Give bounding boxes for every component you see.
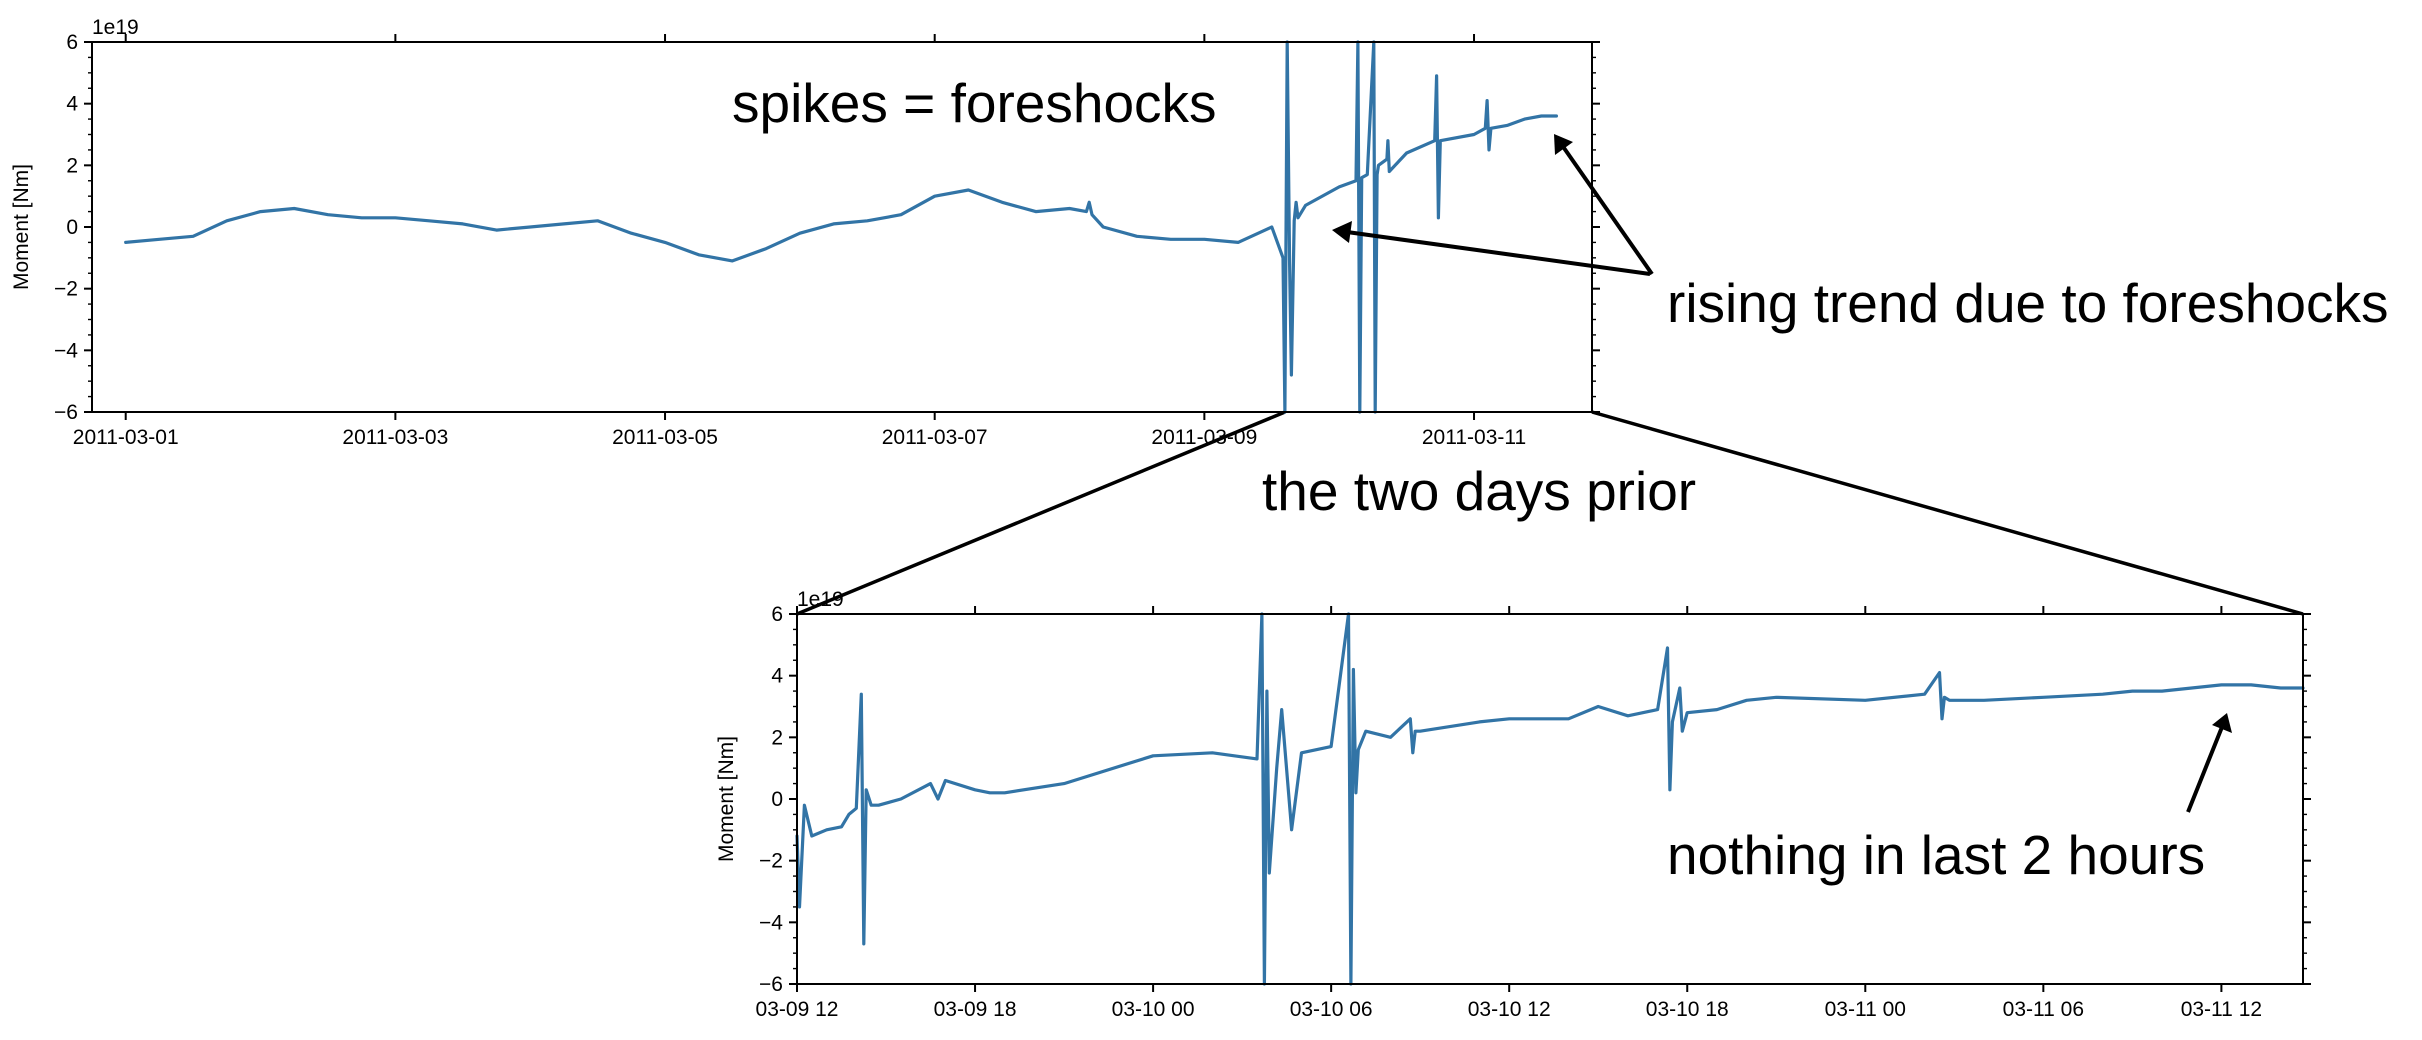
- top-axes-frame: [91, 41, 1593, 413]
- bottom-y-tick-label: 6: [771, 603, 783, 626]
- bottom-series-line-0: [795, 612, 2305, 986]
- top-x-tick-label: 2011-03-09: [1151, 426, 1257, 449]
- bottom-y-tick-label: 0: [771, 788, 783, 811]
- zoom-connector-left: [796, 410, 1286, 616]
- rising-arrow-2: [1562, 146, 1654, 276]
- bottom-x-tick-label: 03-10 12: [1468, 998, 1551, 1021]
- bottom-x-tick-label: 03-10 00: [1112, 998, 1195, 1021]
- bottom-offset-label: 1e19: [797, 588, 844, 611]
- bottom-series-group: [795, 612, 2305, 986]
- bottom-panel: −6 −4 −2 0 2 4 6 03-09 12 03-09 18 03-10 00 03-10 …: [715, 588, 2311, 1021]
- top-x-tick-label: 2011-03-03: [342, 426, 448, 449]
- top-panel: −6 −4 −2 0 2 4 6 2011-03-01 2011-03-03 2011-03-05…: [10, 16, 1600, 449]
- rising-arrowhead-1: [1332, 221, 1352, 243]
- annotation-rising-trend: rising trend due to foreshocks: [1667, 272, 2389, 334]
- bottom-x-tick-label: 03-10 18: [1646, 998, 1729, 1021]
- top-y-tick-label: 6: [66, 31, 78, 54]
- top-y-tick-label: 2: [66, 154, 78, 177]
- top-x-tick-label: 2011-03-07: [882, 426, 988, 449]
- bottom-x-tick-label: 03-09 18: [934, 998, 1017, 1021]
- bottom-y-axis-label: Moment [Nm]: [715, 736, 738, 862]
- top-tick-group: −6 −4 −2 0 2 4 6 2011-03-01 2011-03-03 2011-03-05…: [54, 31, 1600, 449]
- rising-arrowhead-2: [1554, 134, 1573, 155]
- top-y-tick-label: −2: [54, 278, 78, 301]
- bottom-x-tick-label: 03-09 12: [756, 998, 839, 1021]
- nothing-arrow: [2186, 726, 2224, 813]
- bottom-x-tick-label: 03-11 06: [2003, 998, 2084, 1021]
- bottom-tick-group: −6 −4 −2 0 2 4 6 03-09 12 03-09 18 03-10 00 03-10 …: [756, 603, 2311, 1021]
- bottom-x-tick-label: 03-11 12: [2181, 998, 2262, 1021]
- zoom-connectors: [796, 410, 2304, 616]
- zoom-connector-right: [1591, 410, 2304, 616]
- bottom-x-tick-label: 03-10 06: [1290, 998, 1373, 1021]
- annotation-nothing-last-2-hours: nothing in last 2 hours: [1667, 824, 2205, 886]
- bottom-axes-frame: [796, 613, 2304, 985]
- top-x-tick-label: 2011-03-05: [612, 426, 718, 449]
- top-series-group: [124, 40, 1559, 414]
- bottom-y-tick-label: 2: [771, 726, 783, 749]
- nothing-arrowhead: [2212, 713, 2232, 733]
- annotation-two-days-prior: the two days prior: [1262, 460, 1696, 522]
- bottom-y-tick-label: −2: [759, 850, 783, 873]
- bottom-x-tick-label: 03-11 00: [1825, 998, 1906, 1021]
- rising-arrow-1: [1346, 230, 1651, 276]
- annotation-spikes: spikes = foreshocks: [732, 72, 1217, 134]
- top-x-tick-label: 2011-03-11: [1422, 426, 1526, 449]
- bottom-y-tick-label: −6: [759, 973, 783, 996]
- top-y-axis-label: Moment [Nm]: [10, 164, 33, 290]
- top-y-tick-label: 4: [66, 93, 78, 116]
- annotation-arrows: [1332, 134, 2232, 813]
- bottom-y-tick-label: 4: [771, 665, 783, 688]
- top-y-tick-label: −4: [54, 339, 78, 362]
- top-x-tick-label: 2011-03-01: [73, 426, 179, 449]
- top-series-line-0: [124, 40, 1559, 414]
- top-y-tick-label: −6: [54, 401, 78, 424]
- top-y-tick-label: 0: [66, 216, 78, 239]
- bottom-y-tick-label: −4: [759, 911, 783, 934]
- top-offset-label: 1e19: [92, 16, 139, 39]
